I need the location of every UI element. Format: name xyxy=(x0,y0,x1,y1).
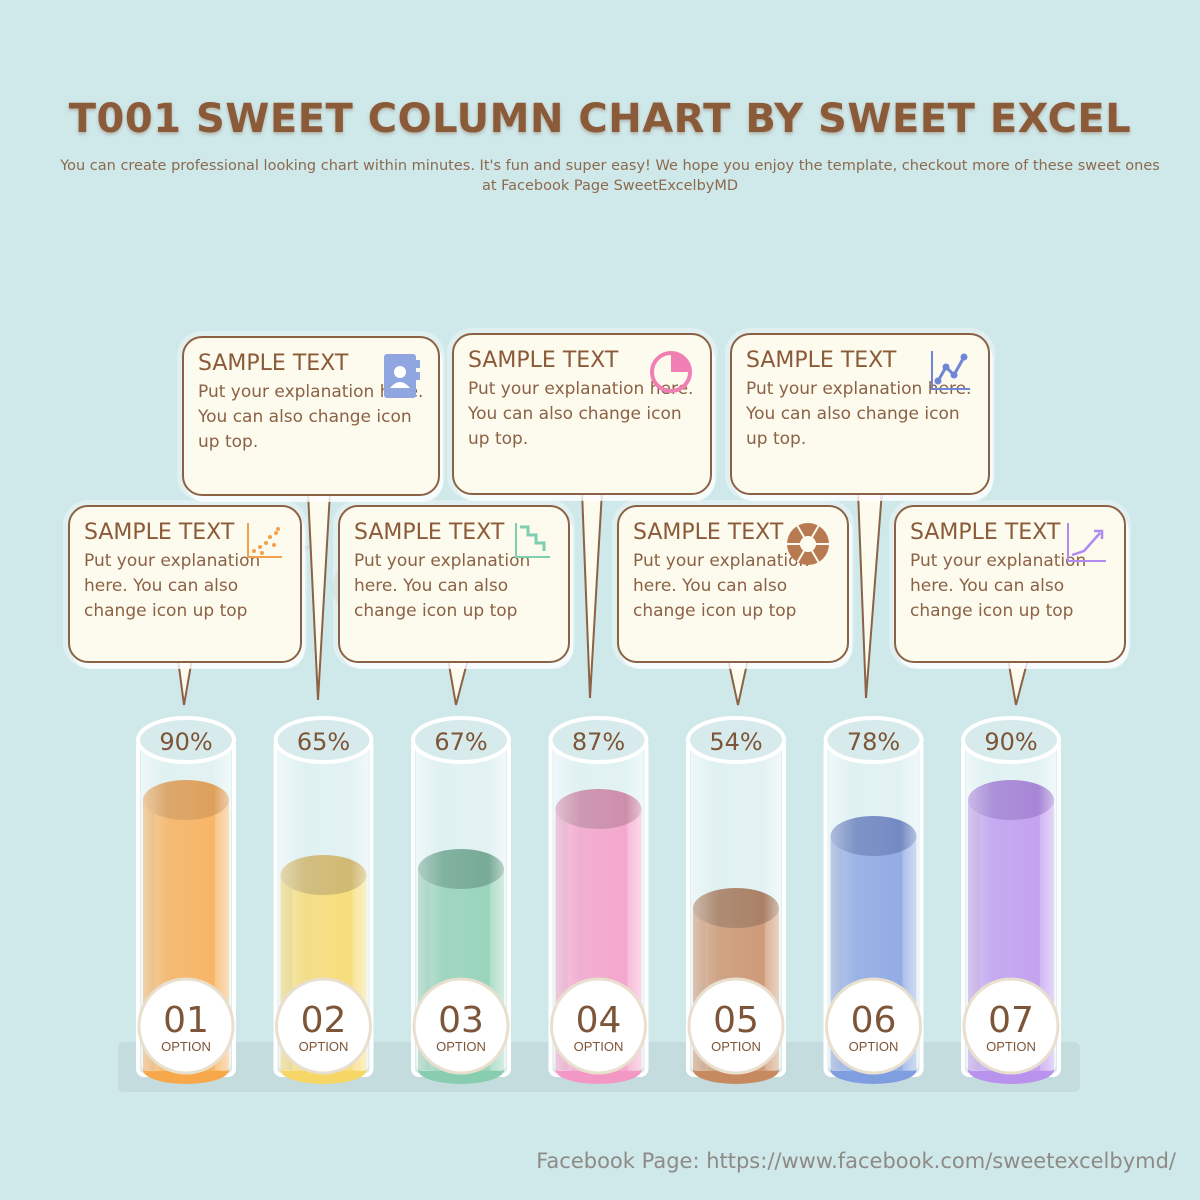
tube-rim xyxy=(273,716,374,764)
tube-rim xyxy=(548,716,649,764)
category-label: 05 xyxy=(713,1000,759,1041)
callout-title: SAMPLE TEXT xyxy=(910,520,1061,545)
callout-02: SAMPLE TEXT Put your explanation here. Y… xyxy=(182,336,440,496)
category-caption: OPTION xyxy=(161,1039,211,1054)
callout-title: SAMPLE TEXT xyxy=(633,520,784,545)
callout-title: SAMPLE TEXT xyxy=(354,520,505,545)
category-label: 02 xyxy=(301,1000,347,1041)
line-chart-icon xyxy=(928,349,972,397)
contact-card-icon xyxy=(382,352,422,406)
category-caption: OPTION xyxy=(849,1039,899,1054)
value-label: 87% xyxy=(572,728,625,756)
tube-rim xyxy=(411,716,511,764)
value-label: 65% xyxy=(297,728,350,756)
trend-chart-icon xyxy=(1064,521,1108,569)
callout-title: SAMPLE TEXT xyxy=(746,348,897,373)
callout-text: Put your explanation here. You can also … xyxy=(746,379,972,449)
scatter-chart-icon xyxy=(244,521,284,565)
tube-rim xyxy=(823,716,924,764)
tube-rim xyxy=(136,716,236,764)
callout-text: Put your explanation here. You can also … xyxy=(198,382,424,452)
chart-title: T001 SWEET COLUMN CHART BY SWEET EXCEL xyxy=(68,96,1132,142)
value-label: 54% xyxy=(709,728,762,756)
category-caption: OPTION xyxy=(574,1039,624,1054)
callout-text: Put your explanation here. You can also … xyxy=(633,551,810,621)
step-chart-icon xyxy=(512,521,552,565)
tube-rim xyxy=(686,716,786,764)
option-badge xyxy=(550,977,647,1075)
value-label: 90% xyxy=(159,728,212,756)
callout-title: SAMPLE TEXT xyxy=(198,351,349,376)
category-caption: OPTION xyxy=(986,1039,1036,1054)
option-badge xyxy=(412,977,510,1075)
category-label: 01 xyxy=(163,1000,209,1041)
callout-01: SAMPLE TEXT Put your explanation here. Y… xyxy=(68,505,302,663)
callout-title: SAMPLE TEXT xyxy=(84,520,235,545)
callout-text: Put your explanation here. You can also … xyxy=(354,551,531,621)
category-label: 06 xyxy=(851,1000,897,1041)
callout-04: SAMPLE TEXT Put your explanation here. Y… xyxy=(452,333,712,495)
category-caption: OPTION xyxy=(711,1039,761,1054)
value-label: 90% xyxy=(984,728,1037,756)
aperture-icon xyxy=(785,521,831,571)
callout-03: SAMPLE TEXT Put your explanation here. Y… xyxy=(338,505,570,663)
value-label: 67% xyxy=(434,728,487,756)
option-badge xyxy=(825,977,922,1075)
callout-05: SAMPLE TEXT Put your explanation here. Y… xyxy=(617,505,849,663)
category-label: 03 xyxy=(438,1000,484,1041)
category-label: 07 xyxy=(988,1000,1034,1041)
callout-07: SAMPLE TEXT Put your explanation here. Y… xyxy=(894,505,1126,663)
value-label: 78% xyxy=(847,728,900,756)
option-badge xyxy=(962,977,1060,1075)
tube-rim xyxy=(961,716,1061,764)
callout-text: Put your explanation here. You can also … xyxy=(84,551,261,621)
category-label: 04 xyxy=(576,1000,622,1041)
callout-text: Put your explanation here. You can also … xyxy=(910,551,1087,621)
callout-title: SAMPLE TEXT xyxy=(468,348,619,373)
category-caption: OPTION xyxy=(436,1039,486,1054)
option-badge xyxy=(687,977,785,1075)
chart-subtitle: You can create professional looking char… xyxy=(60,158,1160,194)
option-badge xyxy=(275,977,372,1075)
callout-text: Put your explanation here. You can also … xyxy=(468,379,694,449)
category-caption: OPTION xyxy=(299,1039,349,1054)
footer-link[interactable]: Facebook Page: https://www.facebook.com/… xyxy=(536,1149,1176,1173)
pie-chart-icon xyxy=(648,349,694,399)
option-badge xyxy=(137,977,235,1075)
callout-06: SAMPLE TEXT Put your explanation here. Y… xyxy=(730,333,990,495)
